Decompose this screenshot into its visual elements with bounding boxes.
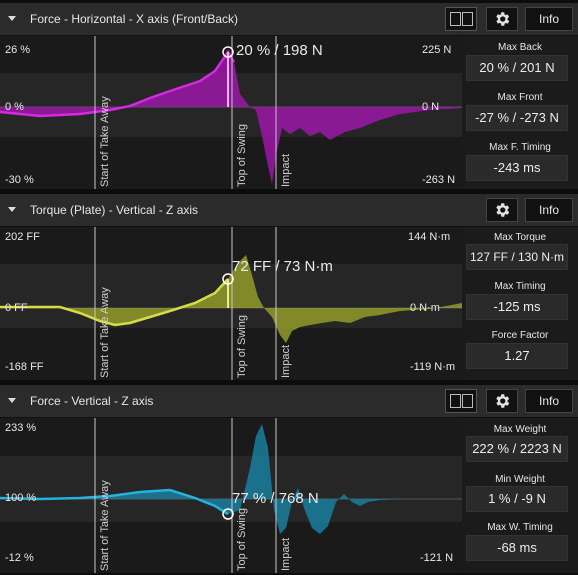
stat-label: Max F. Timing [489,142,551,153]
marker-label-impact: Impact [280,537,292,571]
panel-header: Force - Vertical - Z axis Info [0,385,578,418]
marker-label-start: Start of Take Away [99,96,111,187]
stat-label: Max Weight [493,424,547,435]
y-right-bottom-label: -119 N·m [410,361,456,373]
stat-label: Max Timing [494,281,546,292]
stat-value: -27 % / -273 N [466,105,568,131]
stat-value: -125 ms [466,294,568,320]
marker-label-top: Top of Swing [236,315,248,378]
stats-panel: Max Back 20 % / 201 N Max Front -27 % / … [462,36,578,189]
panel-torque: Torque (Plate) - Vertical - Z axis Info … [0,194,578,380]
y-left-top-label: 26 % [5,44,31,56]
torque-chart: 202 FF 0 FF -168 FF 144 N·m 0 N·m -119 N… [0,227,462,380]
torque-area [0,255,462,343]
stat-value: 1.27 [466,343,568,369]
y-left-top-label: 233 % [5,422,37,434]
collapse-caret-icon[interactable] [8,398,16,403]
panel-title: Torque (Plate) - Vertical - Z axis [30,203,199,217]
y-left-mid-label: 100 % [5,492,37,504]
force-vertical-line [0,488,229,516]
stat-value: 1 % / -9 N [466,486,568,512]
stat-label: Force Factor [491,330,549,341]
collapse-caret-icon[interactable] [8,16,16,21]
force-vertical-chart: 233 % 100 % -12 % -121 N Start of Take A… [0,418,462,573]
y-right-bottom-label: -263 N [422,174,456,186]
peak-value-label: 20 % / 198 N [236,42,323,59]
peak-marker-icon [222,273,234,285]
info-button[interactable]: Info [525,7,573,31]
stat-value: 20 % / 201 N [466,55,568,81]
force-horizontal-area [0,52,462,184]
peak-value-label: 72 FF / 73 N·m [232,258,333,275]
y-left-bottom-label: -30 % [5,174,34,186]
stat-label: Max Front [497,92,543,103]
y-left-top-label: 202 FF [5,231,40,243]
chart-plot [0,418,462,573]
torque-line [0,278,229,327]
chart-plot [0,227,462,380]
force-horizontal-chart: 26 % 0 % -30 % 225 N 0 N -263 N Start of… [0,36,462,189]
stat-label: Max Back [498,42,542,53]
stat-value: -243 ms [466,155,568,181]
y-right-mid-label: 0 N·m [410,302,440,314]
stats-panel: Max Weight 222 % / 2223 N Min Weight 1 %… [462,418,578,573]
y-right-mid-label: 0 N [422,101,440,113]
y-right-top-label: 144 N·m [408,231,451,243]
panel-title: Force - Horizontal - X axis (Front/Back) [30,12,239,26]
marker-label-impact: Impact [280,153,292,187]
split-view-icon [450,12,461,26]
panel-force-vertical: Force - Vertical - Z axis Info 233 % 100… [0,385,578,573]
info-button[interactable]: Info [525,389,573,413]
stat-value: -68 ms [466,535,568,561]
force-vertical-area [0,424,462,534]
split-view-icon [462,394,473,408]
gear-icon [496,394,510,408]
marker-label-start: Start of Take Away [99,480,111,571]
stats-panel: Max Torque 127 FF / 130 N·m Max Timing -… [462,227,578,380]
panel-title: Force - Vertical - Z axis [30,394,154,408]
y-right-top-label: 225 N [422,44,452,56]
stat-label: Max W. Timing [487,522,553,533]
split-view-button[interactable] [445,7,477,31]
collapse-caret-icon[interactable] [8,207,16,212]
y-left-mid-label: 0 FF [5,302,28,314]
panel-header: Torque (Plate) - Vertical - Z axis Info [0,194,578,227]
gear-icon [496,12,510,26]
peak-marker-icon [222,46,234,58]
peak-value-label: 77 % / 768 N [232,490,319,507]
stat-value: 222 % / 2223 N [466,436,568,462]
marker-label-start: Start of Take Away [99,287,111,378]
marker-label-top: Top of Swing [236,124,248,187]
y-right-bottom-label: -121 N [420,552,454,564]
gear-icon [496,203,510,217]
panel-force-horizontal: Force - Horizontal - X axis (Front/Back)… [0,3,578,189]
split-view-icon [450,394,461,408]
settings-button[interactable] [486,389,518,413]
split-view-icon [462,12,473,26]
stat-label: Min Weight [495,474,545,485]
info-button[interactable]: Info [525,198,573,222]
marker-label-top: Top of Swing [236,508,248,571]
panel-header: Force - Horizontal - X axis (Front/Back)… [0,3,578,36]
split-view-button[interactable] [445,389,477,413]
chart-plot [0,36,462,189]
settings-button[interactable] [486,198,518,222]
peak-marker-icon [222,508,234,520]
stat-label: Max Torque [493,232,547,243]
marker-label-impact: Impact [280,344,292,378]
y-left-bottom-label: -12 % [5,552,34,564]
y-left-mid-label: 0 % [5,101,24,113]
force-horizontal-line [0,49,236,118]
settings-button[interactable] [486,7,518,31]
y-left-bottom-label: -168 FF [5,361,44,373]
stat-value: 127 FF / 130 N·m [466,244,568,270]
